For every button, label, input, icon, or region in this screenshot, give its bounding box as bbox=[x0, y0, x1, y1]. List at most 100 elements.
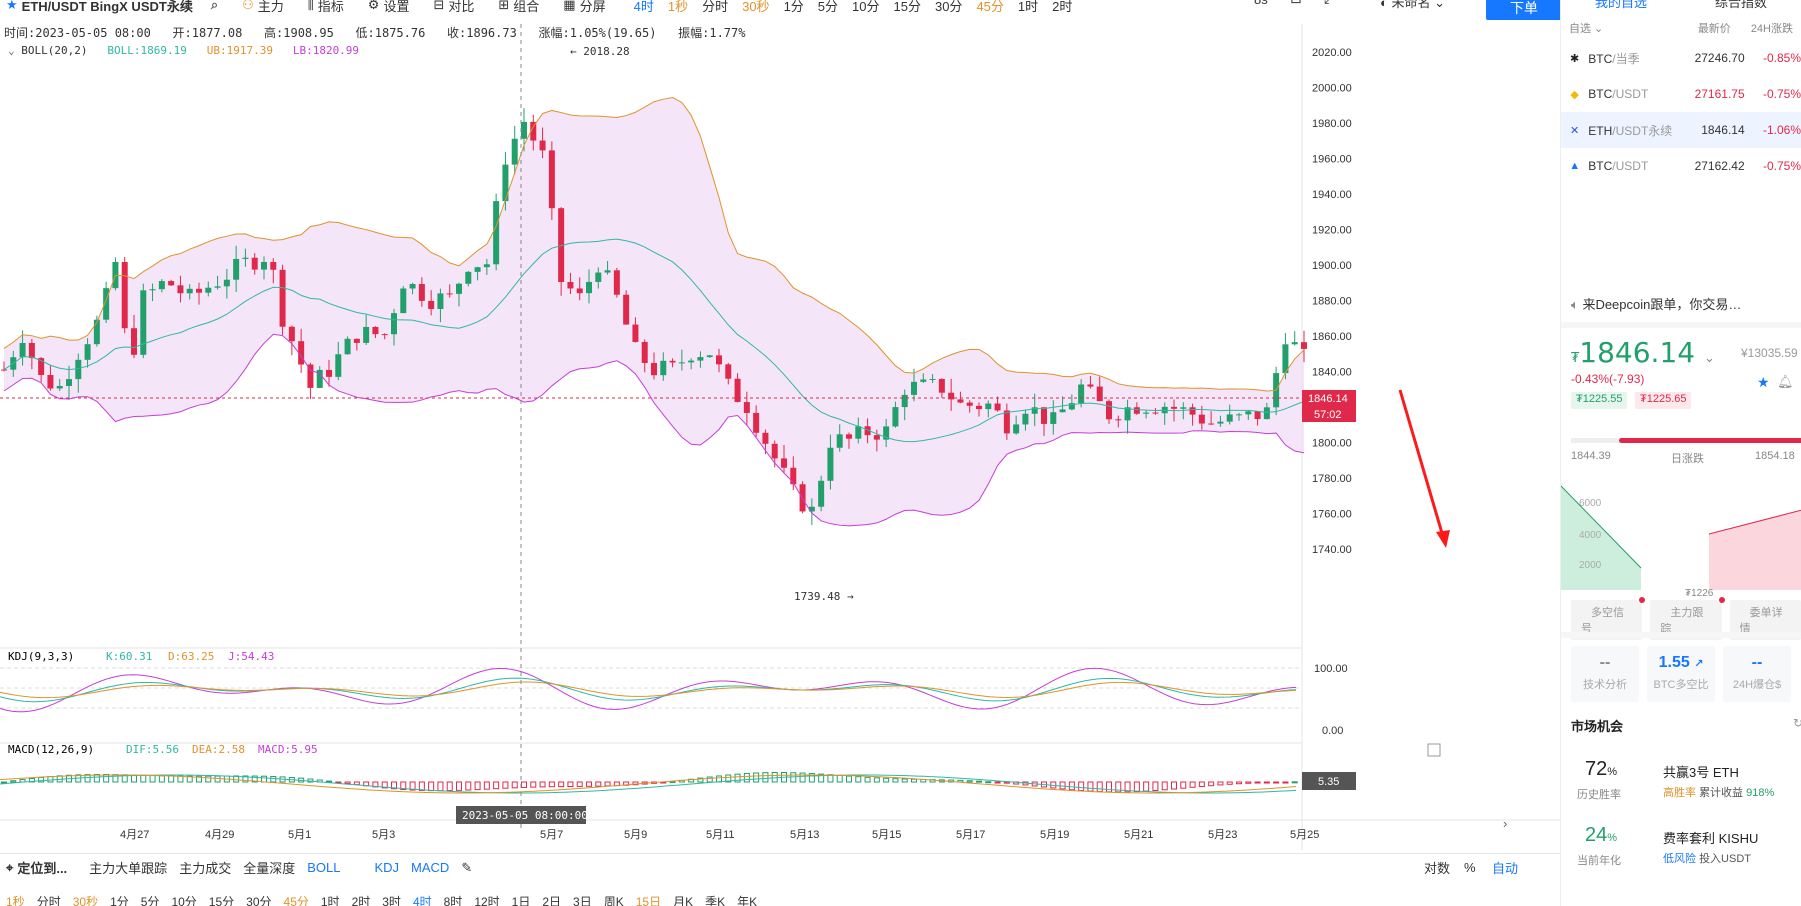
candle-body bbox=[1013, 424, 1020, 434]
bottom-period-tab[interactable]: 季K bbox=[705, 895, 726, 906]
macd-bar bbox=[855, 776, 862, 783]
period-tab-30s[interactable]: 30秒 bbox=[742, 0, 770, 14]
scroll-right-icon[interactable]: › bbox=[1503, 816, 1507, 831]
indicator-button[interactable]: ⫼ 指标 bbox=[308, 0, 344, 15]
watchlist-price: 1846.14 bbox=[1701, 123, 1745, 137]
period-tab-30m[interactable]: 30分 bbox=[934, 0, 963, 14]
candle-body bbox=[669, 360, 676, 363]
period-tab-1h[interactable]: 1时 bbox=[1017, 0, 1039, 14]
bottom-period-tab[interactable]: 15分 bbox=[208, 895, 235, 906]
tab-my-watchlist[interactable]: 我的自选 bbox=[1594, 0, 1647, 10]
auto-scale-button[interactable]: 自动 bbox=[1492, 861, 1519, 876]
bottom-period-tab[interactable]: 1时 bbox=[320, 895, 340, 906]
opportunity-card-1[interactable]: 72% 历史胜率 共赢3号 ETH 高胜率 累计收益 918% bbox=[1577, 758, 1775, 801]
watchlist-row[interactable]: ◆ BTC/USDT 27161.75 -0.75% bbox=[1561, 76, 1801, 112]
boll-link[interactable]: BOLL bbox=[307, 860, 341, 875]
chart-canvas[interactable]: 2020.00 2000.00 1980.00 1960.00 1940.00 1920.… bbox=[0, 0, 1560, 906]
period-tab-4h[interactable]: 4时 bbox=[633, 0, 654, 14]
compare-button[interactable]: ⊟ 对比 bbox=[433, 0, 474, 15]
period-tab-15m[interactable]: 15分 bbox=[893, 0, 921, 14]
ohlc-low: 低:1875.76 bbox=[355, 26, 426, 40]
edit-indicator-icon[interactable]: ✎ bbox=[461, 859, 473, 875]
fullscreen-icon[interactable]: ⤢ bbox=[1324, 0, 1335, 7]
macd-bar bbox=[409, 781, 416, 791]
locate-button[interactable]: ⌖ 定位到... bbox=[6, 859, 68, 877]
full-depth-link[interactable]: 全量深度 bbox=[243, 861, 296, 876]
bottom-period-tab[interactable]: 12时 bbox=[474, 895, 500, 906]
expand-pane-icon[interactable] bbox=[1427, 743, 1441, 757]
candle-body bbox=[948, 392, 955, 400]
bottom-period-tab[interactable]: 3日 bbox=[573, 895, 592, 906]
bottom-period-tab[interactable]: 周K bbox=[603, 895, 624, 906]
bottom-period-tab[interactable]: 1秒 bbox=[6, 895, 25, 906]
stat-tech-analysis[interactable]: -- 技术分析 bbox=[1571, 646, 1639, 702]
period-tab-timeshare[interactable]: 分时 bbox=[702, 0, 729, 14]
main-big-order-link[interactable]: 主力大单跟踪 bbox=[89, 861, 168, 876]
bottom-period-tab[interactable]: 年K bbox=[737, 895, 758, 906]
bottom-period-tab[interactable]: 30秒 bbox=[72, 895, 99, 906]
period-tab-1m[interactable]: 1分 bbox=[783, 0, 804, 14]
period-tab-2h[interactable]: 2时 bbox=[1052, 0, 1073, 14]
search-icon[interactable]: ⌕ bbox=[210, 0, 219, 12]
combine-button[interactable]: ⊞ 组合 bbox=[498, 0, 539, 15]
camera-icon[interactable]: ⊡ bbox=[1290, 0, 1302, 7]
right-panel: 我的自选 综合指数 自选 ⌄ 最新价 24H涨跌 ✱ BTC/当季 27246.70… bbox=[1560, 0, 1801, 906]
watchlist-row[interactable]: ▲ BTC/USDT 27162.42 -0.75% bbox=[1561, 148, 1801, 184]
current-price-tag-bg bbox=[1302, 390, 1356, 406]
price-tick: 1980.00 bbox=[1312, 118, 1352, 130]
time-tick: 5月9 bbox=[624, 829, 647, 841]
macd-title[interactable]: MACD(12,26,9) bbox=[8, 743, 94, 756]
price-dropdown-icon[interactable]: ⌄ bbox=[1703, 351, 1715, 366]
bottom-period-tab[interactable]: 月K bbox=[673, 895, 694, 906]
bottom-period-tab[interactable]: 2时 bbox=[351, 895, 371, 906]
order-button[interactable]: 下单 bbox=[1486, 0, 1560, 20]
settings-button[interactable]: ⚙ 设置 bbox=[368, 0, 410, 15]
bottom-period-tab[interactable]: 30分 bbox=[246, 895, 272, 906]
symbol-selector[interactable]: ★ ETH/USDT BingX USDT永续 ⌕ bbox=[6, 0, 218, 15]
percent-scale-button[interactable]: % bbox=[1464, 860, 1476, 875]
bottom-period-tab[interactable]: 4时 bbox=[412, 895, 432, 906]
period-tab-1s[interactable]: 1秒 bbox=[667, 0, 689, 14]
bingx-icon: ✕ bbox=[1570, 124, 1580, 137]
watchlist-group-select[interactable]: 自选 ⌄ bbox=[1569, 23, 1604, 35]
time-tick: 5月1 bbox=[288, 829, 311, 841]
watchlist-row[interactable]: ✱ BTC/当季 27246.70 -0.85% bbox=[1561, 40, 1801, 76]
log-scale-button[interactable]: 对数 bbox=[1424, 861, 1451, 876]
favorite-star-icon[interactable]: ★ bbox=[6, 0, 18, 12]
boll-title[interactable]: BOLL(20,2) bbox=[21, 44, 88, 57]
bottom-period-tab[interactable]: 15日 bbox=[635, 895, 662, 906]
macd-bar bbox=[84, 774, 91, 783]
alert-bell-icon[interactable]: 🔔︎ bbox=[1777, 374, 1794, 389]
split-screen-button[interactable]: ▦ 分屏 bbox=[563, 0, 605, 15]
period-tab-5m[interactable]: 5分 bbox=[817, 0, 839, 14]
notice-banner[interactable]: 🔈︎ 来Deepcoin跟单，你交易… bbox=[1571, 297, 1742, 312]
stat-btc-long-short[interactable]: 1.55 ↗ BTC多空比 bbox=[1647, 646, 1715, 702]
annotation-arrow-head bbox=[1436, 530, 1450, 548]
bottom-period-tab[interactable]: 8时 bbox=[443, 895, 463, 906]
period-tab-10m[interactable]: 10分 bbox=[852, 0, 880, 14]
macd-bar bbox=[381, 781, 388, 789]
tab-index[interactable]: 综合指数 bbox=[1714, 0, 1767, 10]
bottom-period-tab[interactable]: 45分 bbox=[283, 895, 309, 906]
stat-24h-liquidation[interactable]: -- 24H爆仓$ bbox=[1723, 646, 1791, 702]
refresh-icon[interactable]: ↻ bbox=[1793, 716, 1801, 730]
kdj-title[interactable]: KDJ(9,3,3) bbox=[8, 650, 74, 663]
candle-body bbox=[521, 121, 527, 139]
account-selector[interactable]: ◐ 未命名 ⌄ bbox=[1380, 0, 1445, 11]
bottom-period-tab[interactable]: 1分 bbox=[110, 895, 129, 906]
period-tab-45m[interactable]: 45分 bbox=[976, 0, 1004, 14]
bottom-period-tab[interactable]: 10分 bbox=[171, 895, 197, 906]
main-force-button[interactable]: ⚇ 主力 bbox=[242, 0, 284, 15]
bottom-period-tab[interactable]: 2日 bbox=[542, 895, 562, 906]
watchlist-row[interactable]: ✕ ETH/USDT永续 1846.14 -1.06% bbox=[1561, 112, 1801, 148]
macd-link[interactable]: MACD bbox=[411, 860, 450, 875]
favorite-icon[interactable]: ★ bbox=[1757, 374, 1770, 390]
bottom-period-tab[interactable]: 3时 bbox=[382, 895, 401, 906]
bottom-period-tab[interactable]: 1日 bbox=[511, 895, 531, 906]
bottom-period-tab[interactable]: 分时 bbox=[36, 895, 61, 906]
main-trade-link[interactable]: 主力成交 bbox=[179, 861, 232, 876]
bottom-period-tab[interactable]: 5分 bbox=[140, 895, 160, 906]
opportunity-card-2[interactable]: 24% 当前年化 费率套利 KISHU 低风险 投入USDT bbox=[1577, 824, 1759, 867]
boll-toggle-icon[interactable]: ⌄ bbox=[8, 44, 15, 57]
kdj-link[interactable]: KDJ bbox=[374, 860, 400, 875]
